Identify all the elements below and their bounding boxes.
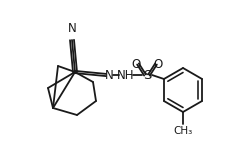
Text: CH₃: CH₃ [173, 126, 193, 136]
Text: NH: NH [117, 68, 135, 81]
Text: O: O [153, 57, 163, 71]
Text: S: S [143, 68, 151, 81]
Text: N: N [68, 22, 76, 35]
Text: N: N [105, 68, 113, 81]
Text: O: O [131, 57, 141, 71]
